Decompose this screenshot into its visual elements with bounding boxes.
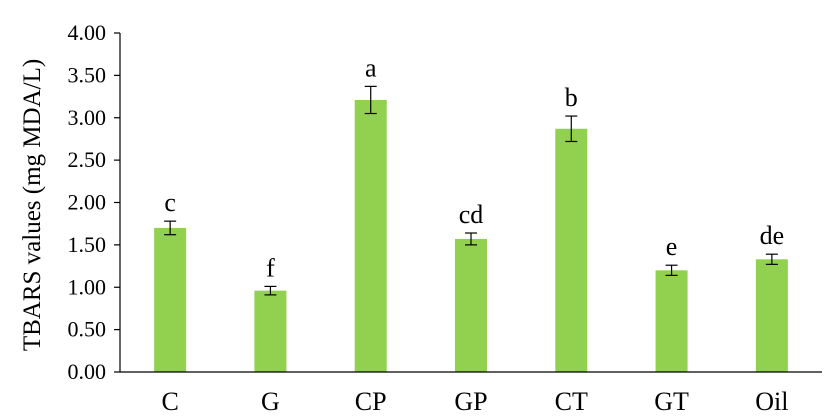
- x-category-label-gp: GP: [454, 387, 487, 416]
- x-category-label-oil: Oil: [755, 387, 788, 416]
- significance-letter-c: c: [164, 188, 176, 217]
- x-category-label-g: G: [261, 387, 280, 416]
- y-tick-label: 2.50: [68, 147, 107, 172]
- x-category-label-cp: CP: [355, 387, 387, 416]
- bar-gp: [455, 238, 487, 372]
- significance-letters: c f a cd b e de: [164, 53, 784, 282]
- significance-letter-oil: de: [760, 221, 785, 250]
- y-tick-label: 2.00: [68, 190, 107, 215]
- error-bar-oil: [765, 253, 778, 265]
- error-bar-gt: [665, 264, 678, 276]
- error-bar-c: [164, 220, 177, 236]
- error-bar-cp: [364, 85, 377, 115]
- error-bars: [164, 85, 778, 296]
- x-category-label-c: C: [161, 387, 178, 416]
- bar-c: [154, 227, 187, 372]
- y-tick-label: 1.00: [68, 274, 107, 299]
- bar-oil: [755, 259, 788, 372]
- significance-letter-gt: e: [666, 232, 678, 261]
- bar-cp: [354, 99, 387, 372]
- bar-ct: [555, 128, 588, 372]
- y-tick-label: 0.50: [68, 317, 107, 342]
- y-axis-title: TBARS values (mg MDA/L): [19, 59, 46, 351]
- y-axis-ticks: 0.00 0.50 1.00 1.50 2.00 2.50 3.00 3.50 4.00: [68, 20, 120, 384]
- significance-letter-cp: a: [365, 53, 377, 82]
- y-tick-label: 1.50: [68, 232, 107, 257]
- significance-letter-g: f: [266, 253, 275, 282]
- bar-gt: [655, 270, 688, 372]
- y-tick-label: 4.00: [68, 20, 107, 45]
- x-category-label-gt: GT: [654, 387, 689, 416]
- y-tick-label: 3.50: [68, 62, 107, 87]
- significance-letter-gp: cd: [459, 200, 484, 229]
- x-axis-categories: C G CP GP CT GT Oil: [161, 387, 788, 416]
- error-bar-ct: [565, 115, 578, 143]
- error-bar-gp: [465, 232, 477, 246]
- significance-letter-ct: b: [565, 83, 578, 112]
- bars: [154, 99, 788, 372]
- y-tick-label: 3.00: [68, 105, 107, 130]
- x-category-label-ct: CT: [555, 387, 588, 416]
- bar-g: [254, 290, 287, 372]
- y-tick-label: 0.00: [68, 359, 107, 384]
- error-bar-g: [264, 285, 277, 296]
